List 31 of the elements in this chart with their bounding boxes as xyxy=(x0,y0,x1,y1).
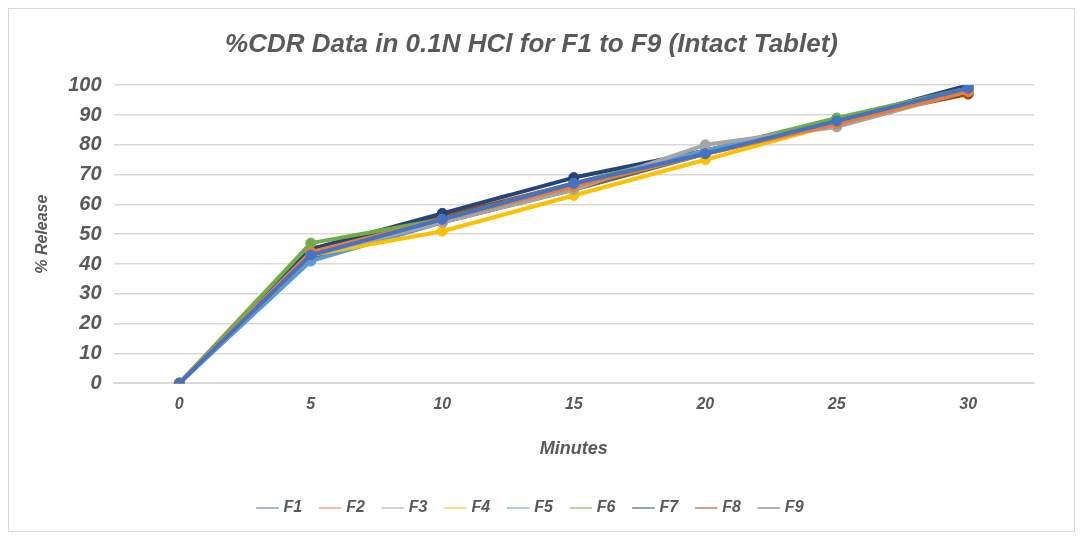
y-tick-label: 30 xyxy=(79,281,102,304)
x-tick-label: 20 xyxy=(695,395,715,413)
legend-label: F1 xyxy=(283,498,303,516)
legend-label: F6 xyxy=(596,498,616,516)
x-tick-label: 10 xyxy=(433,395,452,413)
y-tick-label: 70 xyxy=(79,162,102,185)
x-tick-label: 5 xyxy=(306,395,317,413)
point xyxy=(305,237,317,249)
legend-label: F5 xyxy=(534,498,554,516)
y-tick-label: 40 xyxy=(78,251,102,274)
y-tick-label: 60 xyxy=(79,191,102,214)
x-tick-label: 30 xyxy=(959,395,978,413)
y-tick-label: 100 xyxy=(68,72,102,95)
x-tick-label: 25 xyxy=(826,395,847,413)
x-axis-title: Minutes xyxy=(539,438,608,459)
x-tick-label: 0 xyxy=(174,395,184,413)
legend-label: F8 xyxy=(722,498,741,516)
y-tick-label: 20 xyxy=(78,311,102,334)
y-tick-label: 80 xyxy=(79,132,102,155)
y-tick-label: 10 xyxy=(79,340,102,363)
legend-label: F2 xyxy=(346,498,365,516)
y-tick-label: 90 xyxy=(79,102,102,125)
y-axis-title: % Release xyxy=(33,194,51,274)
legend-label: F4 xyxy=(471,498,491,516)
legend-label: F3 xyxy=(408,498,428,516)
legend-label: F7 xyxy=(659,498,680,516)
legend-label: F9 xyxy=(784,498,804,516)
y-tick-label: 0 xyxy=(90,370,102,393)
chart-title: %CDR Data in 0.1N HCl for F1 to F9 (Intact Tablet) xyxy=(225,27,838,58)
x-tick-label: 15 xyxy=(564,395,584,413)
y-tick-label: 50 xyxy=(79,221,102,244)
